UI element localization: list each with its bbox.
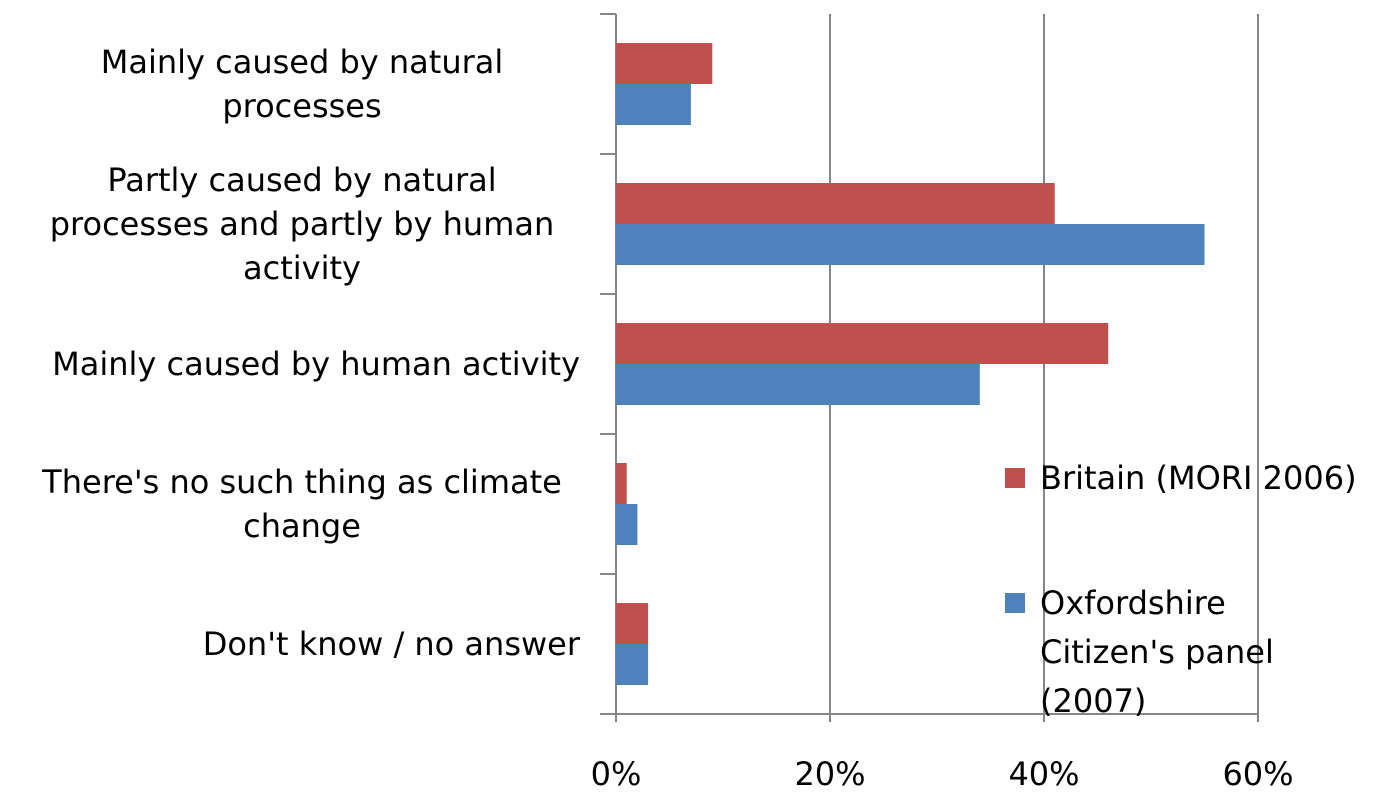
legend-label: Britain (MORI 2006) <box>1040 459 1357 497</box>
bar <box>616 644 649 685</box>
bar <box>616 84 691 125</box>
legend-swatch <box>1005 468 1025 488</box>
bar <box>616 504 638 545</box>
bar <box>616 603 649 644</box>
x-tick-label: 60% <box>1222 755 1294 793</box>
x-tick-label: 0% <box>590 755 642 793</box>
bar <box>616 43 713 84</box>
x-tick-label: 40% <box>1008 755 1080 793</box>
bar <box>616 224 1205 265</box>
category-label: Don't know / no answer <box>202 625 580 663</box>
bar <box>616 364 980 405</box>
category-label: Mainly caused by natural processes <box>100 43 504 125</box>
bar <box>616 323 1109 364</box>
bar <box>616 463 627 504</box>
legend-swatch <box>1005 593 1025 613</box>
legend-label: Oxfordshire Citizen's panel (2007) <box>1040 584 1274 720</box>
category-label: Mainly caused by human activity <box>52 345 580 383</box>
category-label: There's no such thing as climate change <box>42 463 562 545</box>
category-label: Partly caused by natural processes and p… <box>49 161 555 287</box>
bar <box>616 183 1055 224</box>
x-tick-label: 20% <box>794 755 866 793</box>
